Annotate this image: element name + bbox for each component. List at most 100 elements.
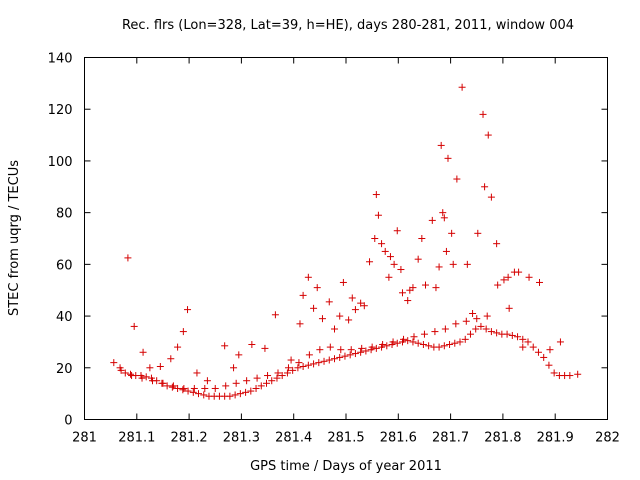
- data-point: [264, 372, 272, 380]
- data-point: [519, 335, 527, 343]
- data-point: [479, 110, 487, 118]
- data-point: [253, 374, 261, 382]
- data-point: [130, 322, 138, 330]
- data-point: [169, 382, 177, 390]
- data-point: [435, 263, 443, 271]
- data-point: [203, 377, 211, 385]
- data-point: [305, 351, 313, 359]
- y-tick-label: 60: [56, 258, 73, 273]
- data-point: [211, 384, 219, 392]
- data-point: [310, 304, 318, 312]
- x-tick-label: 281.6: [380, 431, 417, 446]
- data-point: [222, 382, 230, 390]
- data-point: [142, 373, 150, 381]
- x-tick-label: 281.5: [327, 431, 364, 446]
- data-point: [313, 284, 321, 292]
- data-point: [201, 384, 209, 392]
- data-point: [545, 361, 553, 369]
- data-point: [371, 235, 379, 242]
- data-point: [289, 366, 297, 374]
- data-point: [296, 320, 304, 328]
- data-point: [524, 338, 532, 346]
- data-point: [351, 350, 359, 358]
- data-point: [271, 311, 279, 319]
- data-point: [381, 247, 389, 255]
- data-point: [390, 260, 398, 268]
- data-point: [193, 369, 201, 377]
- data-point: [184, 306, 192, 314]
- data-point: [180, 384, 188, 392]
- data-point: [268, 377, 276, 385]
- data-point: [168, 383, 176, 391]
- data-point: [410, 333, 418, 341]
- data-point: [139, 348, 147, 356]
- data-point: [357, 299, 365, 307]
- data-point: [440, 214, 448, 222]
- data-point: [487, 193, 495, 201]
- data-point: [441, 325, 449, 333]
- data-point: [494, 281, 502, 289]
- data-point: [379, 341, 387, 349]
- data-point: [414, 339, 422, 347]
- data-point: [347, 346, 355, 354]
- data-point: [469, 309, 477, 317]
- data-point: [372, 191, 380, 199]
- data-point: [348, 294, 356, 302]
- data-point: [310, 360, 318, 368]
- data-point: [128, 372, 136, 380]
- data-point: [330, 355, 338, 363]
- data-point: [283, 369, 291, 377]
- data-point: [330, 325, 338, 333]
- data-point: [473, 315, 481, 323]
- data-points: [110, 83, 582, 400]
- data-point: [261, 344, 269, 352]
- data-point: [273, 374, 281, 382]
- data-point: [121, 369, 129, 377]
- data-point: [493, 329, 501, 337]
- data-point: [159, 379, 167, 387]
- data-point: [315, 359, 323, 367]
- data-point: [446, 341, 454, 349]
- data-point: [316, 346, 324, 354]
- x-tick-label: 281.1: [118, 431, 155, 446]
- data-point: [385, 273, 393, 281]
- x-tick-label: 281.2: [170, 431, 207, 446]
- data-point: [195, 390, 203, 398]
- x-tick-label: 282: [595, 431, 620, 446]
- x-axis-label: GPS time / Days of year 2011: [250, 459, 442, 474]
- data-point: [414, 255, 422, 263]
- chart-title: Rec. flrs (Lon=328, Lat=39, h=HE), days …: [122, 18, 574, 33]
- data-point: [235, 351, 243, 359]
- data-point: [540, 353, 548, 361]
- data-point: [525, 273, 533, 281]
- data-point: [336, 312, 344, 320]
- y-axis-label: STEC from uqrg / TECUs: [7, 160, 22, 316]
- data-point: [510, 268, 518, 276]
- data-point: [146, 364, 154, 372]
- data-point: [505, 304, 513, 312]
- data-point: [393, 227, 401, 235]
- data-point: [477, 322, 485, 330]
- data-point: [110, 359, 118, 367]
- data-point: [556, 338, 564, 346]
- data-point: [418, 235, 426, 242]
- data-point: [451, 339, 459, 347]
- data-point: [482, 325, 490, 333]
- data-point: [263, 379, 271, 387]
- x-tick-label: 281.9: [537, 431, 574, 446]
- y-tick-label: 100: [48, 155, 73, 170]
- data-point: [117, 366, 125, 374]
- data-point: [440, 342, 448, 350]
- x-tick-label: 281.4: [275, 431, 312, 446]
- data-point: [318, 315, 326, 323]
- data-point: [230, 364, 238, 372]
- x-axis: 281 281.1 281.2 281.3 281.4 281.5 281.6 281.7 28…: [72, 57, 620, 446]
- data-point: [326, 343, 334, 351]
- data-point: [442, 247, 450, 255]
- data-point: [221, 342, 229, 350]
- x-tick-label: 281.3: [223, 431, 260, 446]
- data-point: [325, 356, 333, 364]
- data-point: [362, 347, 370, 355]
- data-point: [474, 229, 482, 237]
- data-point: [304, 361, 312, 369]
